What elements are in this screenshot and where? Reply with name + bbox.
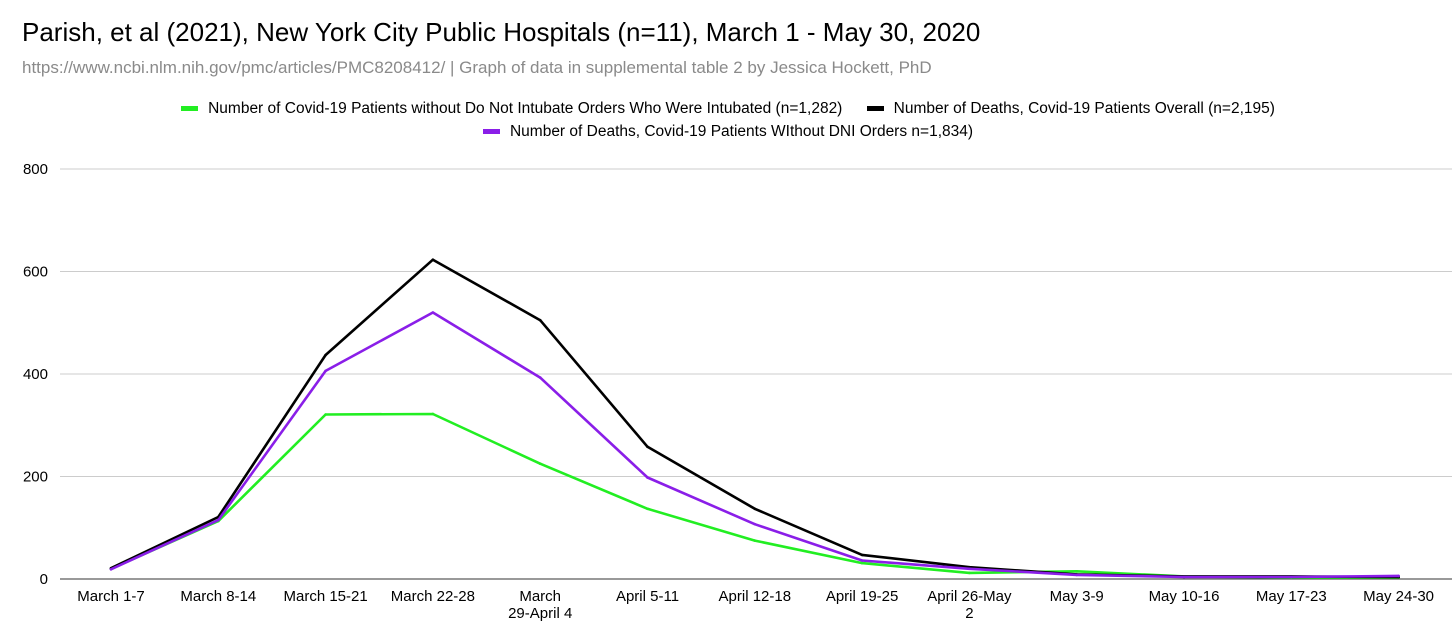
series-line-deaths-without-dni-point-2 <box>324 369 327 373</box>
y-tick-label-800: 800 <box>23 161 48 178</box>
series-line-deaths-without-dni-point-9 <box>1075 573 1078 577</box>
legend-swatch-deaths-without-dni <box>482 129 500 134</box>
series-line-intubated-point-4 <box>538 462 542 465</box>
legend-row-1: Number of Covid-19 Patients without Do N… <box>0 98 1456 118</box>
series-line-deaths-without-dni-point-1 <box>217 518 220 522</box>
series-line-deaths-without-dni-point-10 <box>1182 575 1186 579</box>
y-tick-label-600: 600 <box>23 264 48 281</box>
x-tick-label-line: April 19-25 <box>826 588 899 605</box>
series-line-deaths-without-dni-point-8 <box>968 567 971 571</box>
x-tick-label-line: March 15-21 <box>283 588 367 605</box>
series-line-deaths-overall-point-7 <box>860 553 864 557</box>
series-line-deaths-without-dni-point-11 <box>1290 575 1293 579</box>
x-tick-label-line: May 17-23 <box>1256 588 1327 605</box>
x-tick-label-9: May 3-9 <box>1050 588 1104 605</box>
series-line-deaths-overall-point-3 <box>431 258 435 262</box>
x-tick-label-line: May 24-30 <box>1363 588 1434 605</box>
x-tick-label-line: March 1-7 <box>77 588 145 605</box>
series-line-deaths-overall-point-6 <box>753 507 757 511</box>
y-tick-label-400: 400 <box>23 366 48 383</box>
x-tick-label-0: March 1-7 <box>77 588 145 605</box>
x-tick-label-11: May 17-23 <box>1256 588 1327 605</box>
series-line-deaths-without-dni-point-6 <box>753 522 757 526</box>
series-line-deaths-without-dni-point-4 <box>538 376 542 379</box>
series-line-intubated <box>109 412 1400 579</box>
x-tick-label-line: 29-April 4 <box>508 605 572 622</box>
series-line-deaths-without-dni <box>109 311 1400 579</box>
x-tick-label-6: April 12-18 <box>719 588 792 605</box>
series-line-intubated-point-8 <box>968 571 971 575</box>
legend-item-deaths-without-dni[interactable]: Number of Deaths, Covid-19 Patients WIth… <box>482 122 974 141</box>
legend-swatch-intubated <box>181 106 199 111</box>
x-tick-label-line: March 8-14 <box>180 588 256 605</box>
x-tick-label-8: April 26-May 2 <box>927 588 1012 622</box>
x-tick-label-line: April 12-18 <box>719 588 792 605</box>
series-line-deaths-without-dni-point-12 <box>1397 574 1400 578</box>
x-tick-label-12: May 24-30 <box>1363 588 1434 605</box>
series-line-intubated-point-9 <box>1075 570 1078 573</box>
x-tick-label-2: March 15-21 <box>283 588 367 605</box>
x-tick-label-7: April 19-25 <box>826 588 899 605</box>
legend-label-intubated: Number of Covid-19 Patients without Do N… <box>208 99 843 117</box>
x-tick-label-line: May 10-16 <box>1149 588 1220 605</box>
x-tick-label-3: March 22-28 <box>391 588 475 605</box>
x-tick-label-line: May 3-9 <box>1050 588 1104 605</box>
chart-title: Parish, et al (2021), New York City Publ… <box>22 17 981 47</box>
series-line-intubated-point-7 <box>860 561 864 565</box>
x-tick-label-10: May 10-16 <box>1149 588 1220 605</box>
x-tick-label-line: March <box>519 588 561 605</box>
series-line-intubated-point-3 <box>431 412 435 416</box>
x-tick-label-line: 2 <box>965 605 973 622</box>
series-line-deaths-overall-point-4 <box>538 318 542 322</box>
x-tick-label-line: April 26-May <box>927 588 1012 605</box>
series-line-deaths-overall-point-2 <box>324 353 327 357</box>
legend-swatch-deaths-overall <box>866 106 884 111</box>
series-line-deaths-without-dni-point-5 <box>646 476 649 479</box>
x-tick-label-line: April 5-11 <box>616 588 679 605</box>
legend-label-deaths-without-dni: Number of Deaths, Covid-19 Patients WIth… <box>509 122 974 140</box>
series-line-intubated-point-2 <box>324 413 327 416</box>
y-tick-label-200: 200 <box>23 469 48 486</box>
x-tick-label-1: March 8-14 <box>180 588 256 605</box>
series-line-deaths-without-dni-point-7 <box>860 559 864 562</box>
series-line-deaths-overall <box>109 258 1400 579</box>
x-tick-label-4: March 29-April 4 <box>508 588 572 622</box>
y-tick-label-0: 0 <box>40 571 48 588</box>
series-line-deaths-overall-point-5 <box>646 445 649 449</box>
series-line-intubated-point-6 <box>753 539 757 542</box>
x-tick-label-5: April 5-11 <box>616 588 679 605</box>
series-line-intubated-point-5 <box>646 507 649 511</box>
chart-subtitle: https://www.ncbi.nlm.nih.gov/pmc/article… <box>22 58 932 77</box>
legend-item-intubated[interactable]: Number of Covid-19 Patients without Do N… <box>181 100 842 118</box>
legend-item-deaths-overall[interactable]: Number of Deaths, Covid-19 Patients Over… <box>866 99 1275 118</box>
x-tick-label-line: March 22-28 <box>391 588 475 605</box>
legend-row-2: Number of Deaths, Covid-19 Patients WIth… <box>0 121 1456 141</box>
series-line-deaths-without-dni-point-3 <box>431 311 435 314</box>
series-line-deaths-without-dni-point-0 <box>109 567 113 571</box>
legend-label-deaths-overall: Number of Deaths, Covid-19 Patients Over… <box>893 99 1275 117</box>
